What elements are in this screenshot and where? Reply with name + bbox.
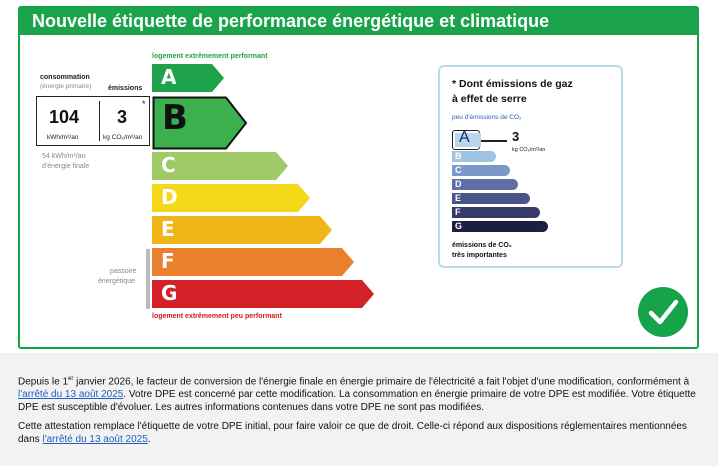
emissions-unit: kg CO₂/m²/an [103,134,143,141]
notice-paragraph-2: Cette attestation remplace l'étiquette d… [18,420,701,446]
energy-class-e: E [152,216,336,244]
ges-class-c: C [452,165,510,176]
ges-title-line1: * Dont émissions de gaz [452,78,573,90]
top-performance-tag: logement extrêmement performant [152,53,268,60]
ges-current-class-box: A [452,129,481,150]
ges-class-letter: B [455,151,462,161]
energy-class-letter: C [161,153,176,177]
value-divider [99,101,100,141]
header-bar: Nouvelle étiquette de performance énergé… [20,8,697,35]
ges-title-line2: à effet de serre [452,93,527,105]
ges-class-letter: C [455,165,462,175]
energy-class-letter: A [161,65,177,89]
asterisk-mark: * [142,99,146,109]
card-border [18,6,699,349]
final-energy-label: d'énergie finale [42,163,90,170]
energy-class-letter: D [161,185,178,209]
ges-class-d: D [452,179,518,190]
notice-1-part-c: . Votre DPE est concerné par cette modif… [18,389,696,414]
notice-2-part-a: Cette attestation remplace l'étiquette d… [18,421,687,445]
energy-class-letter: F [161,249,175,273]
ges-class-letter: D [455,179,462,189]
emissions-label: émissions [108,85,143,92]
energy-class-letter: E [161,217,175,241]
energy-class-letter: B [162,98,188,138]
passoire-label: passoire [110,268,137,275]
consumption-unit: kWh/m²/an [47,134,79,141]
notice-paragraph-1: Depuis le 1er janvier 2026, le facteur d… [18,373,701,414]
ges-class-b: B [452,151,496,162]
decree-link-2[interactable]: l'arrêté du 13 août 2025 [42,434,148,445]
ges-title: * Dont émissions de gaz à effet de serre [452,77,573,107]
consumption-label: consommation [40,74,90,81]
ges-bottom-label: émissions de CO₂ très importantes [452,241,512,261]
ges-bottom-line1: émissions de CO₂ [452,242,512,249]
energy-class-d: D [152,184,314,212]
ges-bottom-line2: très importantes [452,252,507,259]
emissions-value: 3 [117,107,128,127]
ges-panel: * Dont émissions de gaz à effet de serre… [438,65,623,268]
energy-class-letter: G [161,281,178,305]
ges-current-class: A [459,129,470,146]
ges-class-f: F [452,207,540,218]
ges-pointer-line [481,140,507,142]
page-title: Nouvelle étiquette de performance énergé… [32,11,550,31]
energy-class-c: C [152,152,292,180]
ges-unit: kg CO₂/m²/an [512,147,546,153]
decree-link-1[interactable]: l'arrêté du 13 août 2025 [18,389,124,401]
ges-class-letter: E [455,193,462,203]
notice-2-part-b: . [147,434,151,445]
ges-class-letter: F [455,207,461,217]
ges-class-g: G [452,221,548,232]
notice-1-part-a: Depuis le 1 [18,376,69,388]
energy-class-f: F [152,248,358,276]
consumption-value: 104 [49,107,80,127]
ges-class-e: E [452,193,530,204]
bottom-performance-tag: logement extrêmement peu performant [152,313,282,320]
energy-class-g: G [152,280,378,308]
ges-top-label: peu d'émissions de CO₂ [452,114,522,121]
energy-class-b: B [152,96,250,150]
dpe-card: Nouvelle étiquette de performance énergé… [18,6,699,349]
ges-value: 3 [512,129,520,144]
notice-1-part-b: janvier 2026, le facteur de conversion d… [73,376,690,388]
footer-notes: Depuis le 1er janvier 2026, le facteur d… [0,353,718,466]
notice-1-sup: er [68,376,74,382]
passoire-sublabel: énergétique [98,278,135,285]
value-box: 104 kWh/m²/an 3 kg CO₂/m²/an [36,96,150,146]
final-energy-value: 54 kWh/m²/an [42,153,86,160]
ges-current-class-fill [455,133,481,147]
passoire-bracket [146,249,150,309]
ges-class-letter: G [455,221,463,231]
energy-class-a: A [152,64,228,92]
checkmark-icon [638,287,688,337]
consumption-sublabel: (énergie primaire) [40,83,92,90]
